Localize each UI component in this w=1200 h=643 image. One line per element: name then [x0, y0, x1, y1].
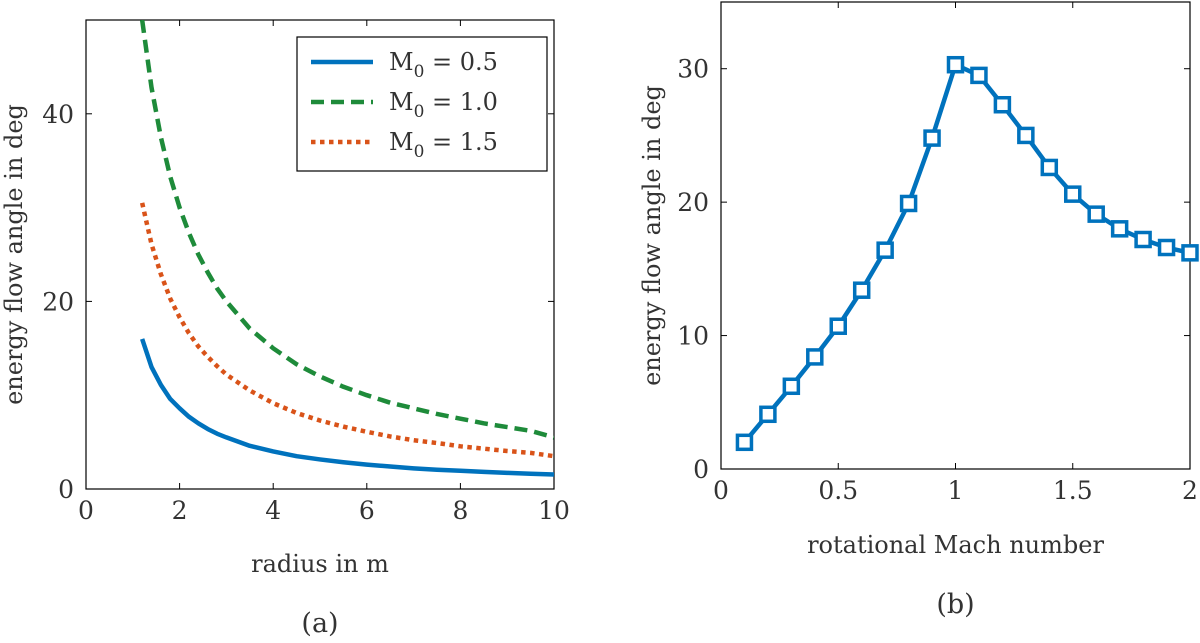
legend-label-rest: = 1.5 [424, 128, 498, 156]
legend-label-sub: 0 [414, 142, 425, 162]
legend-label-sub: 0 [414, 102, 425, 122]
data-point-marker [876, 241, 894, 259]
legend-label-rest: = 1.0 [424, 88, 498, 116]
y-tick-label: 20 [677, 188, 709, 217]
data-point-marker [852, 281, 871, 299]
data-point-marker [1040, 158, 1059, 177]
data-point-marker [1181, 244, 1199, 262]
x-tick-label: 8 [452, 496, 468, 525]
series-line [742, 62, 1190, 444]
data-point-marker [829, 317, 847, 335]
data-point-marker [759, 405, 777, 424]
y-axis-label: energy flow angle in deg [638, 85, 666, 386]
data-point-marker [735, 433, 754, 452]
x-tick-label: 0 [78, 496, 94, 525]
data-point-marker [782, 377, 801, 396]
x-tick-label: 6 [359, 496, 375, 525]
x-axis-label: rotational Mach number [807, 531, 1104, 559]
y-tick-label: 40 [42, 100, 74, 129]
x-tick-label: 10 [538, 496, 570, 525]
panel-caption: (b) [936, 589, 974, 620]
y-tick-label: 10 [677, 322, 709, 351]
series-line [139, 20, 554, 440]
y-axis-label: energy flow angle in deg [0, 104, 28, 405]
data-point-marker [1157, 238, 1176, 257]
legend-label: M0 = 1.5 [389, 128, 498, 162]
data-point-marker [1110, 220, 1129, 238]
x-tick-label: 0 [713, 476, 729, 505]
x-tick-label: 1 [948, 476, 964, 505]
series-line [139, 202, 554, 459]
x-tick-label: 1.5 [1053, 476, 1093, 505]
data-point-marker [1064, 185, 1082, 203]
legend-label-rest: = 0.5 [424, 48, 498, 76]
legend-label-main: M [389, 88, 414, 116]
x-tick-label: 0.5 [818, 476, 858, 505]
x-tick-label: 2 [172, 496, 188, 525]
y-tick-label: 30 [677, 55, 709, 84]
panel-caption: (a) [301, 608, 338, 639]
legend-label: M0 = 0.5 [389, 48, 498, 82]
legend-label-sub: 0 [414, 62, 425, 82]
data-point-marker [1134, 230, 1152, 249]
panel-a: 0 2 4 6 8 10 0 20 40 radius in m energy flow angle… [0, 19, 570, 639]
legend-label: M0 = 1.0 [389, 88, 498, 122]
series-line [140, 338, 554, 477]
x-axis-label: radius in m [251, 550, 389, 578]
y-tick-label: 0 [58, 475, 74, 504]
legend-label-main: M [389, 48, 414, 76]
plot-frame [85, 19, 555, 490]
data-point-marker [899, 194, 918, 213]
data-point-marker [1087, 205, 1105, 223]
data-point-marker [946, 55, 965, 74]
y-tick-label: 20 [42, 287, 74, 316]
x-tick-label: 2 [1182, 476, 1198, 505]
x-tick-label: 4 [265, 496, 281, 525]
data-point-marker [1017, 126, 1035, 145]
data-point-marker [993, 95, 1012, 114]
y-tick-label: 0 [693, 455, 709, 484]
legend-label-main: M [389, 128, 414, 156]
data-point-marker [923, 129, 941, 147]
data-point-marker [806, 348, 824, 366]
data-point-marker [970, 66, 988, 85]
